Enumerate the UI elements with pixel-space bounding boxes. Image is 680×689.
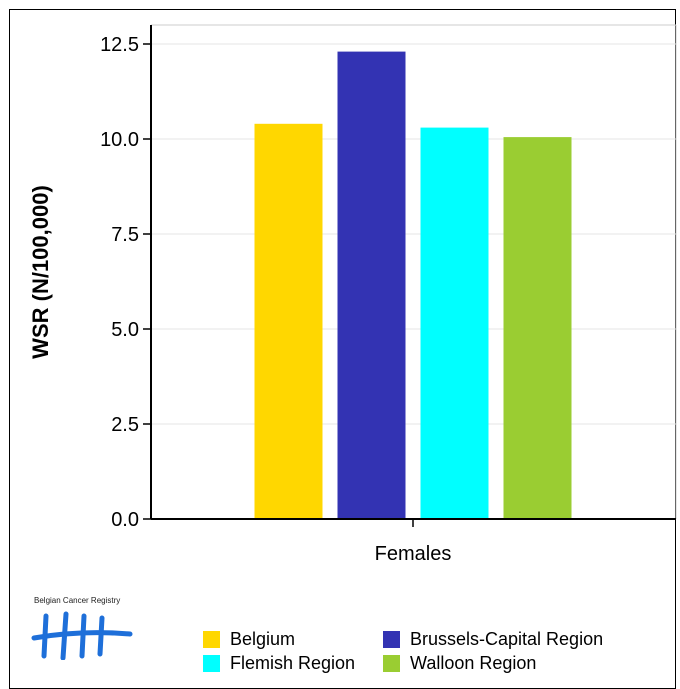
bar-belgium	[254, 123, 323, 520]
bars	[254, 51, 572, 520]
bar-flemish-region	[420, 127, 489, 519]
chart-legend: Belgium Brussels-Capital Region Flemish Re…	[203, 628, 673, 676]
belgian-cancer-registry-logo: Belgian Cancer Registry	[30, 596, 150, 666]
y-tick-label: 0.0	[111, 509, 139, 531]
x-tick-label: Females	[375, 543, 452, 565]
logo-text: Belgian Cancer Registry	[34, 596, 121, 605]
y-axis-label: WSR (N/100,000)	[28, 185, 53, 359]
legend-item: Flemish Region	[203, 652, 355, 674]
legend-item: Walloon Region	[383, 652, 536, 674]
bar-brussels-capital-region	[337, 51, 406, 519]
legend-swatch	[383, 654, 400, 672]
legend-label: Walloon Region	[410, 652, 537, 673]
x-ticks: Females	[375, 519, 452, 565]
bar-walloon-region	[503, 137, 572, 519]
legend-swatch	[203, 630, 220, 648]
y-tick-label: 10.0	[100, 129, 139, 151]
legend-item: Belgium	[203, 628, 295, 650]
y-ticks: 0.0 2.5 5.0 7.5 10.0 12.5	[100, 34, 151, 531]
y-tick-label: 7.5	[111, 224, 139, 246]
y-tick-label: 2.5	[111, 414, 139, 436]
tally-marks-icon	[31, 611, 133, 660]
legend-label: Belgium	[230, 628, 296, 649]
grid-lines	[151, 43, 676, 425]
legend-item: Brussels-Capital Region	[383, 628, 603, 650]
legend-swatch	[383, 630, 400, 648]
legend-label: Flemish Region	[230, 652, 356, 673]
legend-swatch	[203, 654, 220, 672]
legend-label: Brussels-Capital Region	[410, 628, 604, 649]
y-tick-label: 5.0	[111, 319, 139, 341]
y-tick-label: 12.5	[100, 34, 139, 56]
